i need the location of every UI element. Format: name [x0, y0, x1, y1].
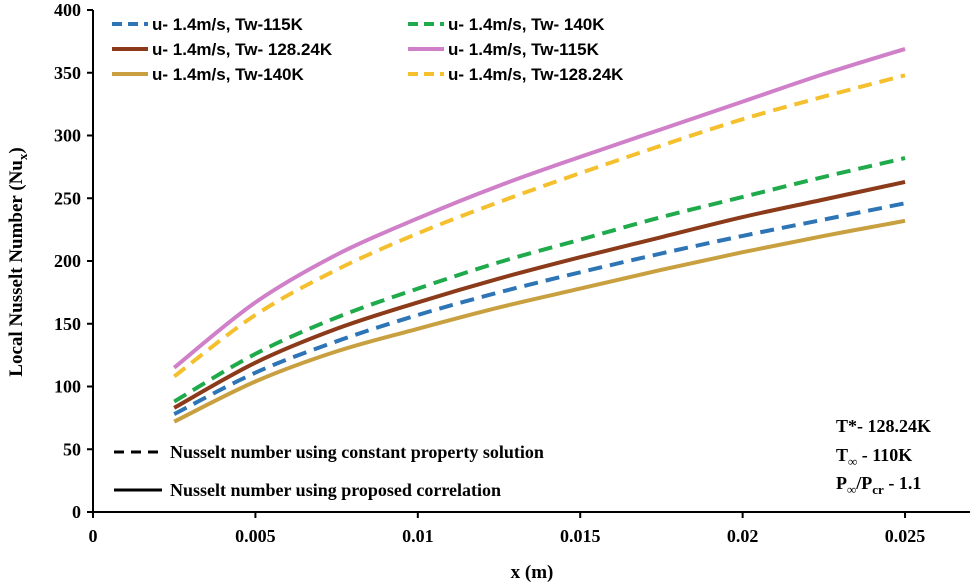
legend-label-6: u- 1.4m/s, Tw-128.24K [448, 65, 624, 84]
series-line-1 [173, 201, 906, 416]
t-star-annotation: T*- 128.24K [836, 416, 931, 436]
x-tick-label: 0.01 [402, 526, 434, 546]
axes: 0 50 100 150 200 250 300 350 400 0 0.005 0.01 0.015 0… [54, 0, 970, 546]
series-layer [172, 46, 906, 424]
y-tick-label: 300 [54, 126, 81, 146]
legend-label-1: u- 1.4m/s, Tw-115K [152, 15, 304, 34]
y-tick-label: 400 [54, 0, 81, 20]
y-tick-label: 200 [54, 251, 81, 271]
legend-label-5: u- 1.4m/s, Tw-140K [152, 65, 305, 84]
series-line-2 [173, 156, 906, 404]
legend-label-3: u- 1.4m/s, Tw- 128.24K [152, 40, 333, 59]
legend-label-4: u- 1.4m/s, Tw-115K [448, 40, 600, 59]
y-tick-label: 100 [54, 377, 81, 397]
y-tick-label: 0 [72, 502, 81, 522]
t-inf-annotation: T∞ - 110K [836, 445, 912, 469]
y-tick-label: 350 [54, 63, 81, 83]
condition-annotations: T*- 128.24K T∞ - 110K P∞/Pcr - 1.1 [836, 416, 931, 497]
y-axis-title: Local Nusselt Number (Nux) [6, 147, 30, 376]
solid-style-label: Nusselt number using proposed correlatio… [170, 480, 501, 500]
legend-label-2: u- 1.4m/s, Tw- 140K [448, 15, 605, 34]
x-tick-label: 0.02 [727, 526, 759, 546]
x-tick-label: 0 [89, 526, 98, 546]
series-line-4 [172, 46, 906, 370]
legend: u- 1.4m/s, Tw-115K u- 1.4m/s, Tw- 140K u- … [112, 15, 624, 84]
dashed-style-label: Nusselt number using constant property s… [170, 442, 544, 462]
x-tick-label: 0.025 [885, 526, 926, 546]
x-tick-label: 0.015 [560, 526, 601, 546]
y-tick-label: 150 [54, 314, 81, 334]
y-tick-label: 50 [63, 439, 81, 459]
series-line-5 [173, 218, 906, 424]
pressure-ratio-annotation: P∞/Pcr - 1.1 [836, 473, 921, 497]
series-line-6 [172, 73, 906, 379]
series-line-3 [173, 179, 906, 410]
y-tick-label: 250 [54, 188, 81, 208]
x-axis-title: x (m) [511, 562, 554, 583]
line-style-legend: Nusselt number using constant property s… [114, 442, 544, 500]
x-tick-label: 0.005 [235, 526, 276, 546]
